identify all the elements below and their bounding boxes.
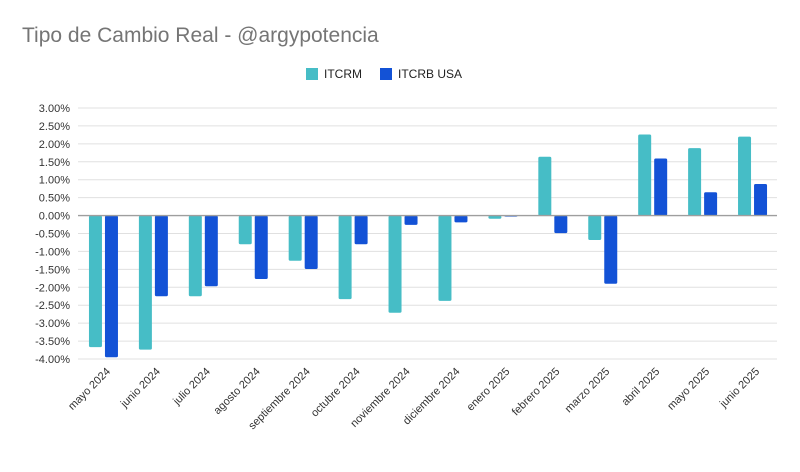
y-tick-label: -0.50%: [35, 229, 70, 241]
x-tick-label: marzo 2025: [563, 366, 613, 416]
bar-itcrm: [138, 215, 152, 350]
x-tick-label: julio 2024: [170, 366, 212, 408]
bar-itcrm: [288, 215, 302, 261]
y-tick-label: 2.50%: [39, 121, 70, 133]
y-tick-label: 0.50%: [39, 193, 70, 205]
bar-itcrb-usa: [604, 215, 618, 284]
bar-itcrb-usa: [354, 215, 368, 245]
y-tick-label: -3.50%: [35, 336, 70, 348]
bar-itcrm: [188, 215, 202, 297]
bar-itcrm: [688, 148, 702, 216]
x-tick-label: mayo 2025: [665, 366, 712, 413]
bar-itcrm: [488, 215, 502, 219]
bar-itcrb-usa: [254, 215, 268, 280]
chart-title: Tipo de Cambio Real - @argypotencia: [22, 24, 379, 47]
x-tick-label: mayo 2024: [66, 366, 113, 413]
y-tick-label: -1.00%: [35, 246, 70, 258]
legend-item-itcrb-usa: ITCRB USA: [380, 67, 462, 81]
x-tick-label: octubre 2024: [309, 366, 363, 420]
x-tick-label: agosto 2024: [212, 366, 263, 417]
bar-itcrm: [638, 134, 652, 216]
bar-itcrb-usa: [204, 215, 218, 287]
y-tick-label: -2.00%: [35, 282, 70, 294]
bar-itcrb-usa: [704, 192, 718, 216]
y-tick-label: 1.00%: [39, 175, 70, 187]
y-tick-label: 1.50%: [39, 157, 70, 169]
bar-itcrb-usa: [554, 215, 568, 234]
y-tick-label: -2.50%: [35, 300, 70, 312]
x-tick-label: febrero 2025: [510, 366, 563, 419]
bar-itcrm: [88, 215, 102, 348]
y-tick-label: -1.50%: [35, 264, 70, 276]
y-tick-label: -4.00%: [35, 354, 70, 366]
legend-swatch: [306, 68, 318, 80]
bar-itcrb-usa: [754, 184, 768, 216]
bar-itcrm: [238, 215, 252, 245]
x-tick-label: abril 2025: [620, 366, 663, 409]
bar-itcrm: [538, 156, 552, 216]
legend-label: ITCRM: [324, 67, 362, 81]
y-tick-label: 0.00%: [39, 211, 70, 223]
bar-itcrm: [738, 136, 752, 216]
bar-itcrb-usa: [154, 215, 168, 297]
bar-itcrb-usa: [104, 215, 118, 358]
bar-itcrm: [388, 215, 402, 313]
legend-swatch: [380, 68, 392, 80]
y-tick-label: -3.00%: [35, 318, 70, 330]
bar-itcrb-usa: [654, 158, 668, 216]
legend: ITCRM ITCRB USA: [306, 67, 462, 81]
x-tick-label: enero 2025: [465, 366, 513, 414]
bar-itcrm: [438, 215, 452, 301]
y-tick-label: 2.00%: [39, 139, 70, 151]
x-tick-label: junio 2025: [717, 366, 762, 411]
y-tick-label: 3.00%: [39, 103, 70, 115]
bar-itcrb-usa: [304, 215, 318, 269]
legend-label: ITCRB USA: [398, 67, 463, 81]
bar-itcrb-usa: [404, 215, 418, 225]
legend-item-itcrm: ITCRM: [306, 67, 362, 81]
bar-itcrb-usa: [454, 215, 468, 223]
x-tick-label: junio 2024: [118, 366, 163, 411]
bar-itcrm: [588, 215, 602, 240]
bar-itcrm: [338, 215, 352, 300]
